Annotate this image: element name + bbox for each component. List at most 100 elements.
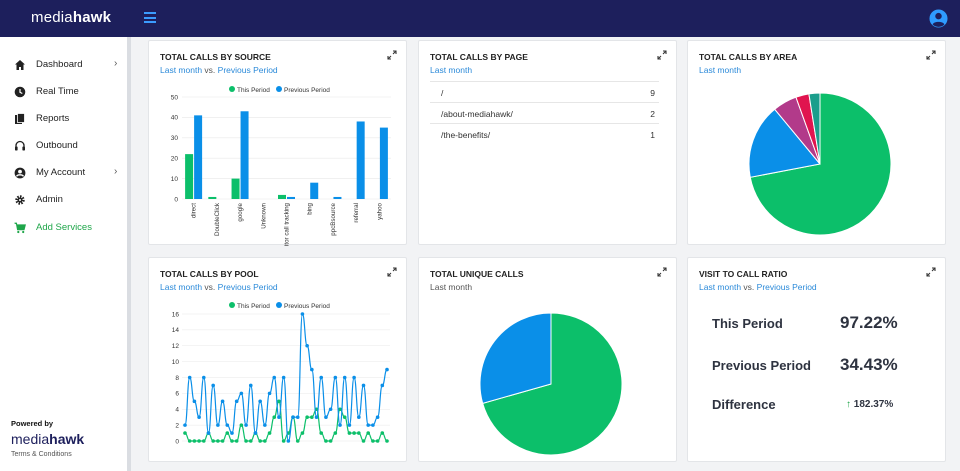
- bar-this-period: [185, 154, 194, 199]
- data-point: [277, 399, 281, 404]
- x-tick-label: ppcBsource: [330, 202, 337, 235]
- data-point: [225, 431, 230, 435]
- menu-toggle-icon[interactable]: [144, 12, 156, 24]
- x-tick-label: bing: [307, 202, 314, 214]
- y-tick-label: 4: [175, 407, 179, 414]
- page-count: 1: [650, 130, 655, 140]
- sidebar-item-add-services[interactable]: Add Services: [0, 217, 127, 239]
- data-point: [187, 375, 192, 380]
- last-month-link[interactable]: Last month: [160, 65, 203, 75]
- legend-marker: [229, 302, 235, 308]
- expand-icon[interactable]: [926, 267, 936, 277]
- terms-link[interactable]: Terms & Conditions: [11, 451, 72, 458]
- sidebar-item-reports[interactable]: Reports: [0, 108, 127, 130]
- page-path: /: [441, 88, 444, 98]
- expand-icon[interactable]: [387, 50, 397, 60]
- line-previous-period: [184, 313, 388, 442]
- previous-period-link[interactable]: Previous Period: [217, 282, 278, 292]
- x-tick-label: direct: [191, 203, 198, 218]
- data-point: [216, 439, 220, 443]
- previous-period-link[interactable]: Previous Period: [756, 282, 817, 292]
- top-bar: mediahawk: [0, 0, 960, 37]
- data-point: [352, 431, 356, 435]
- data-point: [371, 439, 375, 443]
- data-point: [248, 383, 253, 388]
- y-tick-label: 50: [171, 94, 179, 101]
- app-logo[interactable]: mediahawk: [31, 9, 112, 26]
- y-tick-label: 20: [171, 156, 179, 163]
- sidebar-item-dashboard[interactable]: Dashboard ›: [0, 54, 127, 76]
- data-point: [338, 407, 342, 412]
- unique-calls-pie-chart: [479, 312, 623, 456]
- data-point: [324, 439, 328, 443]
- data-point: [347, 431, 352, 435]
- sidebar-item-admin[interactable]: Admin: [0, 189, 127, 211]
- data-point: [375, 439, 380, 443]
- data-point: [216, 423, 220, 427]
- area-pie-chart: [748, 92, 892, 236]
- difference-label: Difference: [712, 397, 776, 412]
- sidebar-item-label: Outbound: [36, 140, 78, 151]
- data-point: [230, 439, 234, 443]
- y-tick-label: 0: [174, 196, 178, 203]
- sidebar-item-label: Dashboard: [36, 59, 83, 70]
- last-month-link[interactable]: Last month: [160, 282, 203, 292]
- data-point: [295, 439, 300, 443]
- bar-previous-period: [356, 121, 365, 199]
- visit-call-ratio-card: VISIT TO CALL RATIO Last month vs. Previ…: [687, 257, 946, 462]
- legend-label: Previous Period: [284, 303, 330, 310]
- previous-period-link[interactable]: Previous Period: [217, 65, 278, 75]
- sidebar-item-outbound[interactable]: Outbound: [0, 135, 127, 157]
- data-point: [319, 431, 324, 435]
- pie-slice-teal: [808, 92, 821, 165]
- data-point: [310, 415, 314, 419]
- legend-label: This Period: [237, 87, 270, 94]
- data-point: [244, 423, 248, 427]
- data-point: [225, 423, 230, 427]
- legend-label: Previous Period: [284, 87, 330, 94]
- y-tick-label: 10: [171, 176, 179, 183]
- bar-previous-period: [333, 196, 342, 199]
- data-point: [328, 407, 333, 412]
- expand-icon[interactable]: [657, 50, 667, 60]
- sidebar-item-real-time[interactable]: Real Time: [0, 81, 127, 103]
- page-count: 2: [650, 109, 655, 119]
- legend-marker: [276, 302, 282, 308]
- previous-period-label: Previous Period: [712, 358, 811, 373]
- sidebar-item-my-account[interactable]: My Account ›: [0, 162, 127, 184]
- card-title: TOTAL CALLS BY AREA: [699, 52, 798, 62]
- card-subtitle: Last month: [430, 65, 472, 75]
- data-point: [277, 415, 281, 419]
- y-tick-label: 0: [175, 438, 179, 445]
- table-row: /9: [430, 81, 659, 102]
- data-point: [342, 375, 347, 380]
- data-point: [211, 439, 215, 443]
- data-point: [333, 375, 338, 380]
- calls-by-pool-card: TOTAL CALLS BY POOL Last month vs. Previ…: [148, 257, 407, 462]
- data-point: [366, 423, 371, 427]
- data-point: [305, 415, 309, 419]
- this-period-label: This Period: [712, 316, 783, 331]
- last-month-link[interactable]: Last month: [699, 65, 742, 75]
- chevron-right-icon: ›: [114, 166, 118, 177]
- source-bar-chart: This Period Previous Period 0 10 20 30 40 50 dir…: [171, 86, 391, 246]
- calls-by-area-card: TOTAL CALLS BY AREA Last month: [687, 40, 946, 245]
- page-count: 9: [650, 88, 655, 98]
- last-month-link[interactable]: Last month: [699, 282, 742, 292]
- expand-icon[interactable]: [387, 267, 397, 277]
- user-account-icon[interactable]: [929, 9, 948, 28]
- previous-period-value: 34.43%: [840, 355, 898, 374]
- data-point: [375, 415, 380, 419]
- last-month-link[interactable]: Last month: [430, 65, 473, 75]
- this-period-value: 97.22%: [840, 313, 898, 332]
- expand-icon[interactable]: [926, 50, 936, 60]
- data-point: [310, 367, 314, 372]
- x-tick-label: DoubleClick: [214, 202, 221, 236]
- data-point: [366, 431, 371, 435]
- data-point: [357, 431, 361, 435]
- data-point: [258, 399, 262, 404]
- difference-value: ↑ 182.37%: [846, 399, 894, 410]
- expand-icon[interactable]: [657, 267, 667, 277]
- data-point: [206, 431, 211, 435]
- pie-slice-blue: [479, 312, 552, 404]
